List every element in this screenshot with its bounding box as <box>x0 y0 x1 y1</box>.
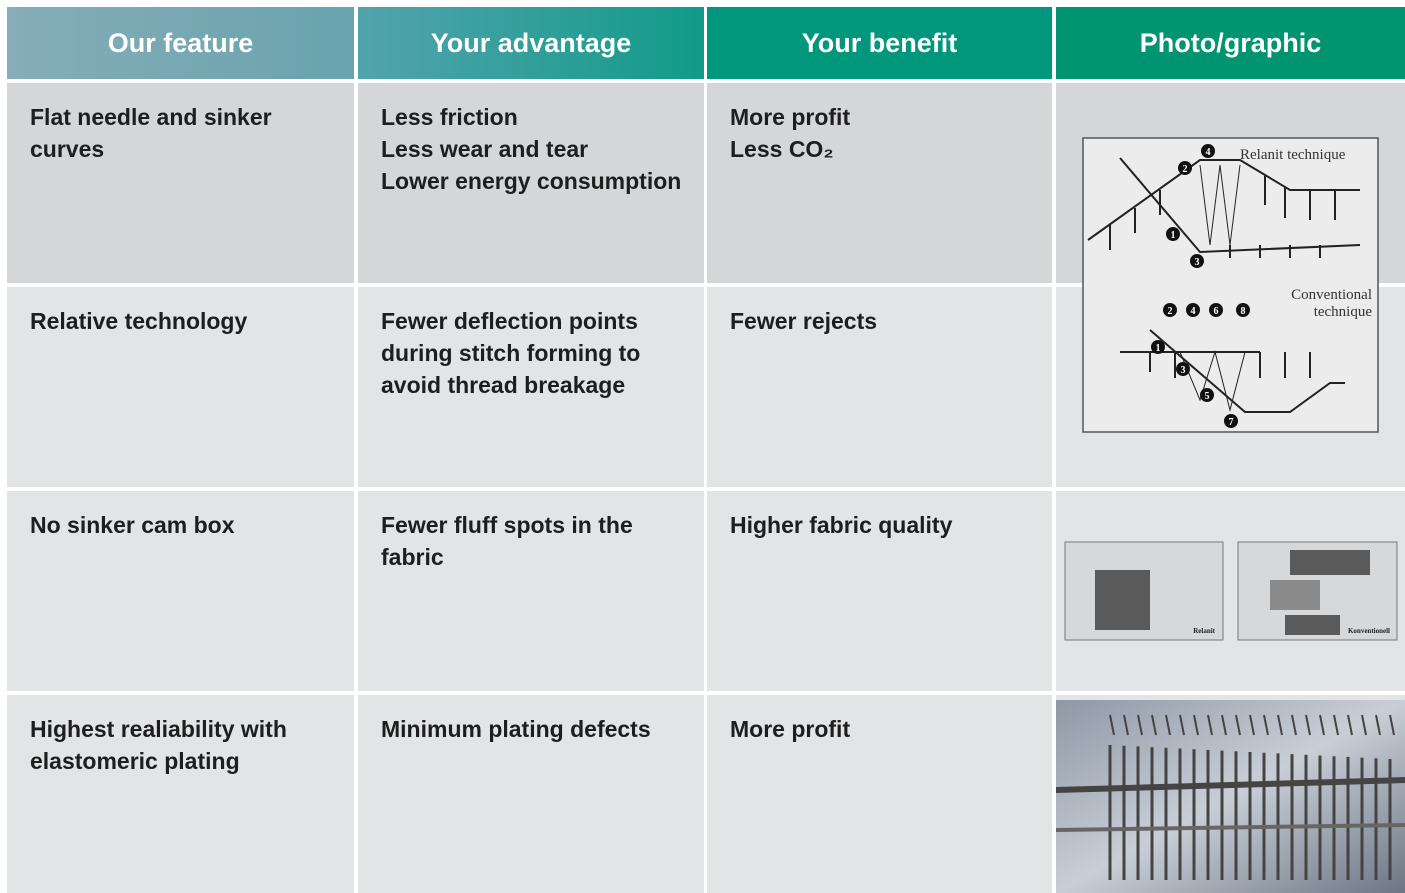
header-cell: Your benefit <box>707 7 1052 79</box>
marker-label: 1 <box>1171 230 1176 241</box>
photo-needle <box>1193 714 1199 736</box>
marker <box>1176 362 1190 376</box>
table-cell: Fewer fluff spots in the fabric <box>358 491 704 691</box>
table-cell: Minimum plating defects <box>358 695 704 893</box>
photo-needle <box>1123 714 1129 736</box>
cell-line: Highest realiability with <box>30 716 287 742</box>
marker <box>1163 303 1177 317</box>
photo-needle <box>1137 714 1143 736</box>
cell-line: elastomeric plating <box>30 748 240 774</box>
table-cell: Flat needle and sinker curves <box>7 83 354 283</box>
header-cell: Our feature <box>7 7 354 79</box>
photo-rail <box>1055 777 1405 793</box>
marker <box>1201 144 1215 158</box>
cell-line: Relative technology <box>30 308 248 334</box>
marker <box>1190 254 1204 268</box>
photo-needle <box>1207 714 1213 736</box>
cam-part <box>1270 580 1320 610</box>
header-cell: Photo/graphic <box>1056 7 1405 79</box>
photo-needle <box>1389 714 1395 736</box>
marker-label: 4 <box>1191 306 1196 317</box>
table-cell: Fewer deflection points during stitch for… <box>358 287 704 487</box>
photo-needle <box>1235 714 1241 736</box>
marker-label: 6 <box>1214 306 1219 317</box>
cell-line: Lower energy consumption <box>381 168 682 194</box>
table-cell: Relative technology <box>7 287 354 487</box>
cell-line: Less CO₂ <box>730 136 834 162</box>
marker-label: 2 <box>1168 306 1173 317</box>
photo-needle <box>1249 714 1255 736</box>
marker <box>1209 303 1223 317</box>
marker-label: 5 <box>1205 391 1210 402</box>
table-cell: More profit Less CO₂ <box>707 83 1052 283</box>
photo-needle <box>1361 714 1367 736</box>
diagram-label: technique <box>1314 304 1373 320</box>
cell-line: Higher fabric quality <box>730 512 953 538</box>
cell-line: Less friction <box>381 104 518 130</box>
cell-line: No sinker cam box <box>30 512 235 538</box>
marker-label: 2 <box>1183 164 1188 175</box>
table-cell: Fewer rejects <box>707 287 1052 487</box>
photo-needle <box>1263 714 1269 736</box>
table-cell: Higher fabric quality <box>707 491 1052 691</box>
marker <box>1200 388 1214 402</box>
table-cell: Highest realiability with elastomeric pla… <box>7 695 354 893</box>
diagram-label: Relanit technique <box>1240 147 1346 163</box>
photo-needle <box>1347 714 1353 736</box>
header-cell: Your advantage <box>358 7 704 79</box>
cell-line: Minimum plating defects <box>381 716 651 742</box>
diagram-label: Conventional <box>1291 287 1372 303</box>
marker-label: 4 <box>1206 147 1211 158</box>
cam-label: Relanit <box>1193 627 1215 635</box>
photo-needle <box>1305 714 1311 736</box>
cell-line: curves <box>30 136 105 162</box>
photo-detail <box>1055 714 1405 880</box>
cell-line: avoid thread breakage <box>381 372 626 398</box>
cell-line: Fewer deflection points <box>381 308 638 334</box>
table-cell: No sinker cam box <box>7 491 354 691</box>
cell-line: More profit <box>730 716 851 742</box>
marker <box>1224 414 1238 428</box>
cell-line: More profit <box>730 104 851 130</box>
cam-part <box>1285 615 1340 635</box>
photo-needle <box>1375 714 1381 736</box>
table-cell: More profit <box>707 695 1052 893</box>
photo-needle <box>1291 714 1297 736</box>
marker-label: 7 <box>1229 417 1234 428</box>
marker <box>1151 340 1165 354</box>
cam-label: Konventionell <box>1348 627 1390 635</box>
photo-needle <box>1221 714 1227 736</box>
photo-needle <box>1109 714 1115 736</box>
marker <box>1236 303 1250 317</box>
cell-line: during stitch forming to <box>381 340 641 366</box>
cell-line: fabric <box>381 544 444 570</box>
marker-label: 1 <box>1156 343 1161 354</box>
diagram-frame <box>1082 137 1379 433</box>
photo-rail <box>1055 823 1405 832</box>
cam-part <box>1290 550 1370 575</box>
cell-line: Less wear and tear <box>381 136 589 162</box>
marker-label: 3 <box>1181 365 1186 376</box>
photo-needle <box>1333 714 1339 736</box>
cell-line: Fewer fluff spots in the <box>381 512 633 538</box>
cell-line: Flat needle and sinker <box>30 104 272 130</box>
cell-line: Fewer rejects <box>730 308 878 334</box>
cam-part <box>1095 570 1150 630</box>
marker-label: 3 <box>1195 257 1200 268</box>
marker <box>1166 227 1180 241</box>
machine-photo <box>1056 700 1405 893</box>
marker <box>1178 161 1192 175</box>
photo-needle <box>1151 714 1157 736</box>
diagram-lines <box>1087 157 1361 413</box>
photo-needle <box>1165 714 1171 736</box>
table-cell: Less friction Less wear and tear Lower ene… <box>358 83 704 283</box>
photo-needle <box>1319 714 1325 736</box>
marker-label: 8 <box>1241 306 1246 317</box>
marker <box>1186 303 1200 317</box>
photo-needle <box>1179 714 1185 736</box>
photo-needle <box>1277 714 1283 736</box>
